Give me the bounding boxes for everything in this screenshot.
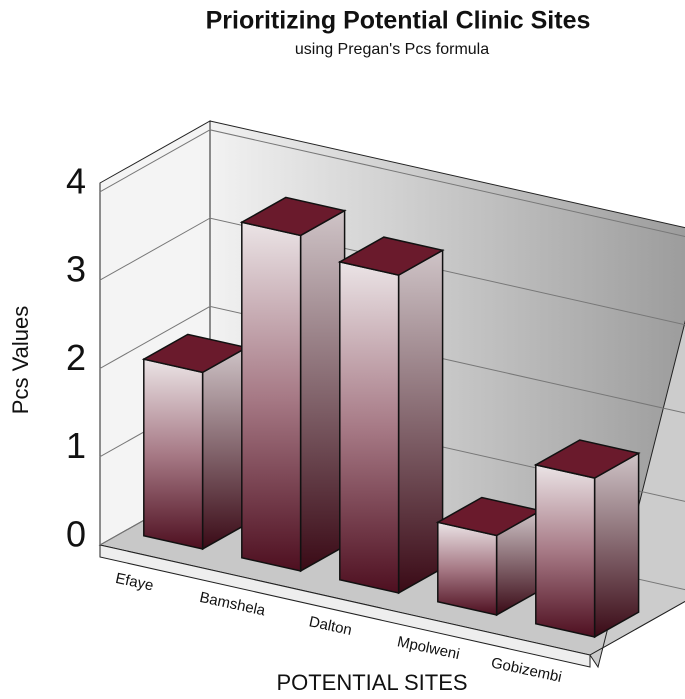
bar [241, 221, 302, 572]
grid-line [99, 305, 685, 414]
bar-side [299, 209, 346, 573]
x-tick-label: Efaye [114, 570, 155, 595]
y-tick-label: 2 [66, 337, 86, 378]
chart-title: Prioritizing Potential Clinic Sites [206, 7, 591, 35]
bar-side [593, 451, 640, 639]
floor-edge [99, 544, 591, 668]
chart-subtitle: using Pregan's Pcs formula [295, 41, 489, 58]
bar [339, 260, 400, 594]
bar [143, 358, 204, 550]
x-tick-label: Gobizembi [490, 654, 564, 686]
bar-top [239, 196, 347, 237]
y-tick-label: 0 [66, 514, 86, 555]
y-tick-label: 4 [66, 160, 86, 201]
y-axis-label: Pcs Values [8, 306, 33, 414]
grid-line [99, 217, 685, 326]
bar-side [397, 249, 444, 595]
y-tick-label: 1 [66, 425, 86, 466]
bar-top [533, 439, 641, 479]
bar [437, 521, 498, 616]
x-axis-label: POTENTIAL SITES [276, 670, 467, 695]
x-tick-label: Bamshela [198, 589, 267, 620]
bar [535, 463, 596, 638]
grid-line [99, 129, 685, 237]
bar-side [201, 346, 248, 551]
bar-top [337, 236, 445, 276]
y-tick-label: 3 [66, 249, 86, 290]
x-tick-label: Dalton [307, 613, 353, 639]
right-edge [589, 320, 685, 669]
x-tick-label: Mpolweni [396, 633, 462, 663]
